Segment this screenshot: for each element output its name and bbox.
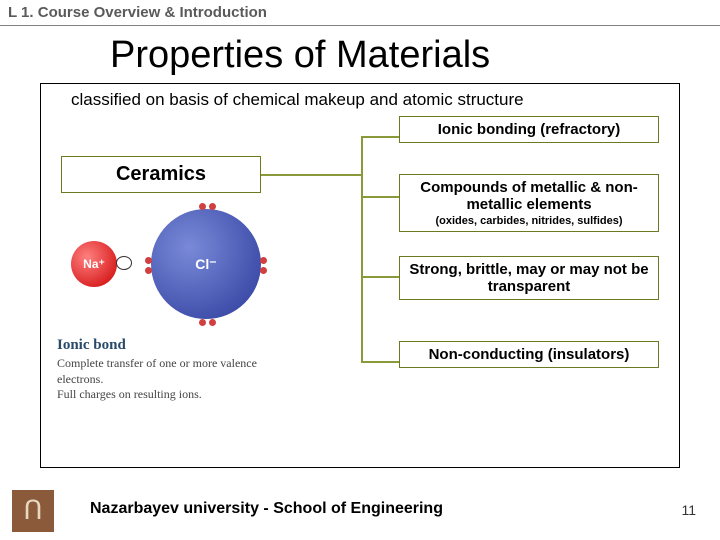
footer-org: Nazarbayev university - School of Engine… (90, 500, 443, 518)
page-number: 11 (681, 502, 696, 518)
university-logo-icon: ᑎ (12, 490, 54, 532)
connector-3 (361, 276, 401, 278)
electron-icon (260, 267, 267, 274)
connector-main (261, 174, 361, 176)
property-label: Compounds of metallic & non- metallic el… (420, 179, 638, 213)
connector-2 (361, 196, 401, 198)
electron-icon (145, 257, 152, 264)
property-box-2: Compounds of metallic & non- metallic el… (399, 174, 659, 232)
electron-icon (209, 203, 216, 210)
content-frame: classified on basis of chemical makeup a… (40, 83, 680, 468)
property-box-1: Ionic bonding (refractory) (399, 116, 659, 143)
property-label: Ionic bonding (refractory) (438, 121, 621, 138)
electron-transfer-icon (116, 256, 132, 270)
electron-icon (260, 257, 267, 264)
lecture-header: L 1. Course Overview & Introduction (0, 0, 720, 26)
ionic-desc-1: Complete transfer of one or more valence… (57, 356, 301, 387)
property-label: Non-conducting (insulators) (429, 346, 630, 363)
electron-icon (209, 319, 216, 326)
sodium-ion: Na⁺ (71, 241, 117, 287)
connector-1 (361, 136, 401, 138)
property-label: Strong, brittle, may or may not be trans… (409, 261, 648, 295)
ionic-bond-title: Ionic bond (57, 337, 301, 354)
connector-4 (361, 361, 401, 363)
diagram-area: Ceramics Ionic bonding (refractory) Comp… (51, 116, 669, 456)
subtitle: classified on basis of chemical makeup a… (71, 90, 669, 110)
atoms-illustration: Na⁺ Cl⁻ (61, 201, 301, 331)
connector-vertical (361, 136, 363, 361)
ionic-bond-diagram: Na⁺ Cl⁻ Ionic bond Complete transfer of … (51, 201, 301, 403)
ionic-desc-2: Full charges on resulting ions. (57, 387, 301, 403)
main-node-ceramics: Ceramics (61, 156, 261, 193)
property-box-3: Strong, brittle, may or may not be trans… (399, 256, 659, 300)
property-sublabel: (oxides, carbides, nitrides, sulfides) (406, 215, 652, 227)
property-box-4: Non-conducting (insulators) (399, 341, 659, 368)
electron-icon (199, 203, 206, 210)
footer: ᑎ Nazarbayev university - School of Engi… (0, 482, 720, 532)
electron-icon (199, 319, 206, 326)
chloride-ion: Cl⁻ (151, 209, 261, 319)
electron-icon (145, 267, 152, 274)
page-title: Properties of Materials (110, 34, 720, 77)
